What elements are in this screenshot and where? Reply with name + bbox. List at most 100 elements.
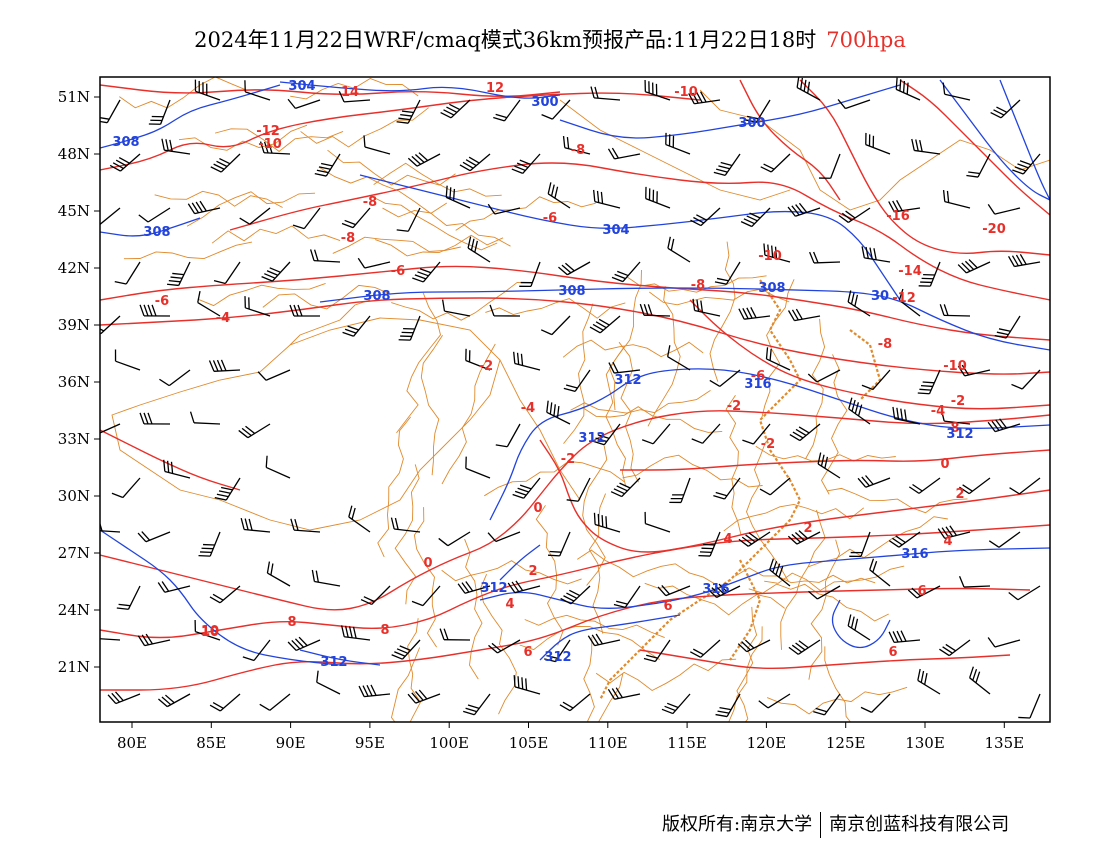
wind-barb: [244, 80, 271, 101]
lon-tick-label: 130E: [905, 734, 945, 752]
wind-barb: [789, 423, 821, 442]
axis-ticks: 80E 85E 90E 95E 100E 105E 110E 115E 120E 125E 130E…: [58, 88, 1024, 752]
wind-barb: [488, 639, 521, 654]
wind-barb: [639, 303, 671, 317]
plot-frame: [99, 76, 1051, 723]
wind-barb: [265, 455, 291, 479]
temperature-label: 0: [940, 457, 949, 472]
lat-tick-label: 48N: [58, 145, 90, 163]
temperature-label: 10: [201, 625, 219, 640]
temperature-label: -2: [951, 394, 965, 409]
temperature-label: 2: [528, 564, 537, 579]
wind-barb: [737, 639, 771, 653]
temperature-label: -12: [256, 124, 280, 139]
wind-barb: [100, 423, 121, 436]
temperature-label: -2: [727, 399, 741, 414]
wind-barb: [613, 585, 641, 609]
lat-tick-label: 27N: [58, 544, 90, 562]
wind-barb: [314, 153, 341, 177]
wind-barb: [847, 290, 871, 317]
wind-barb: [540, 315, 571, 336]
wind-barb: [611, 261, 641, 283]
height-label: 312: [480, 581, 507, 596]
wind-barb: [987, 418, 1021, 433]
wind-barb: [692, 298, 721, 317]
wind-barb: [765, 347, 791, 371]
map-layers: 14 1210-12-10-10-8-8-8-6-6-6-4-8-10-16-20…: [100, 77, 1050, 722]
wind-barb: [441, 299, 471, 317]
wind-barb: [759, 477, 791, 496]
wind-barb: [158, 693, 191, 708]
wind-barb: [261, 261, 291, 282]
wind-barb: [698, 531, 721, 557]
wind-barb: [391, 639, 421, 660]
wind-barb: [895, 77, 921, 101]
wind-barb: [988, 531, 1021, 548]
lat-tick-label: 21N: [58, 658, 90, 676]
wind-barb: [688, 91, 721, 105]
height-label: 304: [288, 79, 315, 94]
wind-barb: [939, 304, 971, 317]
height-label: 308: [363, 289, 390, 304]
wind-barb: [608, 361, 641, 374]
wind-barb: [942, 82, 971, 101]
copyright-footer: 版权所有:南京大学 南京创蓝科技有限公司: [662, 810, 1009, 838]
wind-barb: [860, 693, 891, 713]
wind-barb: [607, 687, 641, 700]
wind-barb: [139, 304, 171, 317]
wind-barb: [287, 98, 321, 109]
lon-tick-label: 125E: [826, 734, 866, 752]
wind-barb: [512, 477, 541, 499]
wind-barb: [665, 132, 691, 155]
wind-barb: [396, 207, 421, 232]
wind-barb: [1007, 253, 1041, 268]
lat-tick-label: 36N: [58, 373, 90, 391]
temperature-label: -8: [363, 195, 377, 210]
lon-tick-label: 135E: [985, 734, 1025, 752]
lon-tick-label: 85E: [196, 734, 226, 752]
wind-barb: [357, 257, 391, 269]
temperature-label: -10: [674, 85, 698, 100]
wind-barb: [969, 666, 991, 695]
height-label: 312: [946, 427, 973, 442]
wind-barb: [240, 517, 271, 533]
wind-barb: [892, 406, 921, 425]
height-label: 316: [702, 582, 729, 597]
wind-barb: [340, 625, 371, 641]
height-label: 312: [578, 431, 605, 446]
wind-barb: [590, 86, 621, 101]
wind-barb: [657, 584, 691, 597]
lat-tick-label: 39N: [58, 316, 90, 334]
wind-barb: [1009, 477, 1041, 495]
wind-barb: [744, 99, 771, 123]
wind-barb: [959, 477, 991, 495]
height-label: 304: [602, 223, 629, 238]
temperature-label: 0: [533, 501, 542, 516]
wind-barb: [908, 477, 941, 494]
chart-title: 2024年11月22日WRF/cmaq模式36km预报产品:11月22日18时 7…: [0, 24, 1100, 54]
title-main: 2024年11月22日WRF/cmaq模式36km预报产品:11月22日18时: [194, 28, 817, 52]
wind-barb: [818, 153, 841, 179]
wind-barb: [398, 315, 421, 341]
wind-barb: [544, 639, 571, 663]
wind-barb: [560, 585, 591, 605]
temperature-label: 4: [723, 532, 732, 547]
wind-barb: [363, 135, 391, 155]
wind-barb: [940, 409, 971, 425]
height-label: 308: [143, 225, 170, 240]
lat-tick-label: 51N: [58, 88, 90, 106]
wind-barb: [316, 670, 341, 695]
lat-tick-label: 45N: [58, 202, 90, 220]
temperature-labels: 14 1210-12-10-10-8-8-8-6-6-6-4-8-10-16-20…: [155, 81, 1006, 660]
temperature-label: -20: [982, 222, 1006, 237]
temperature-label: 8: [380, 623, 389, 638]
height-labels: 304 300 300 308 308 304 308 308 308 30 312 312 312 31…: [112, 79, 973, 670]
wind-barb: [266, 561, 291, 587]
temperature-contours: [100, 79, 1050, 691]
wind-barb: [917, 369, 941, 395]
wind-barb: [559, 693, 591, 712]
wind-barb: [714, 261, 741, 285]
wind-barb: [645, 186, 671, 209]
wind-barb: [457, 581, 491, 594]
height-label: 316: [901, 547, 928, 562]
